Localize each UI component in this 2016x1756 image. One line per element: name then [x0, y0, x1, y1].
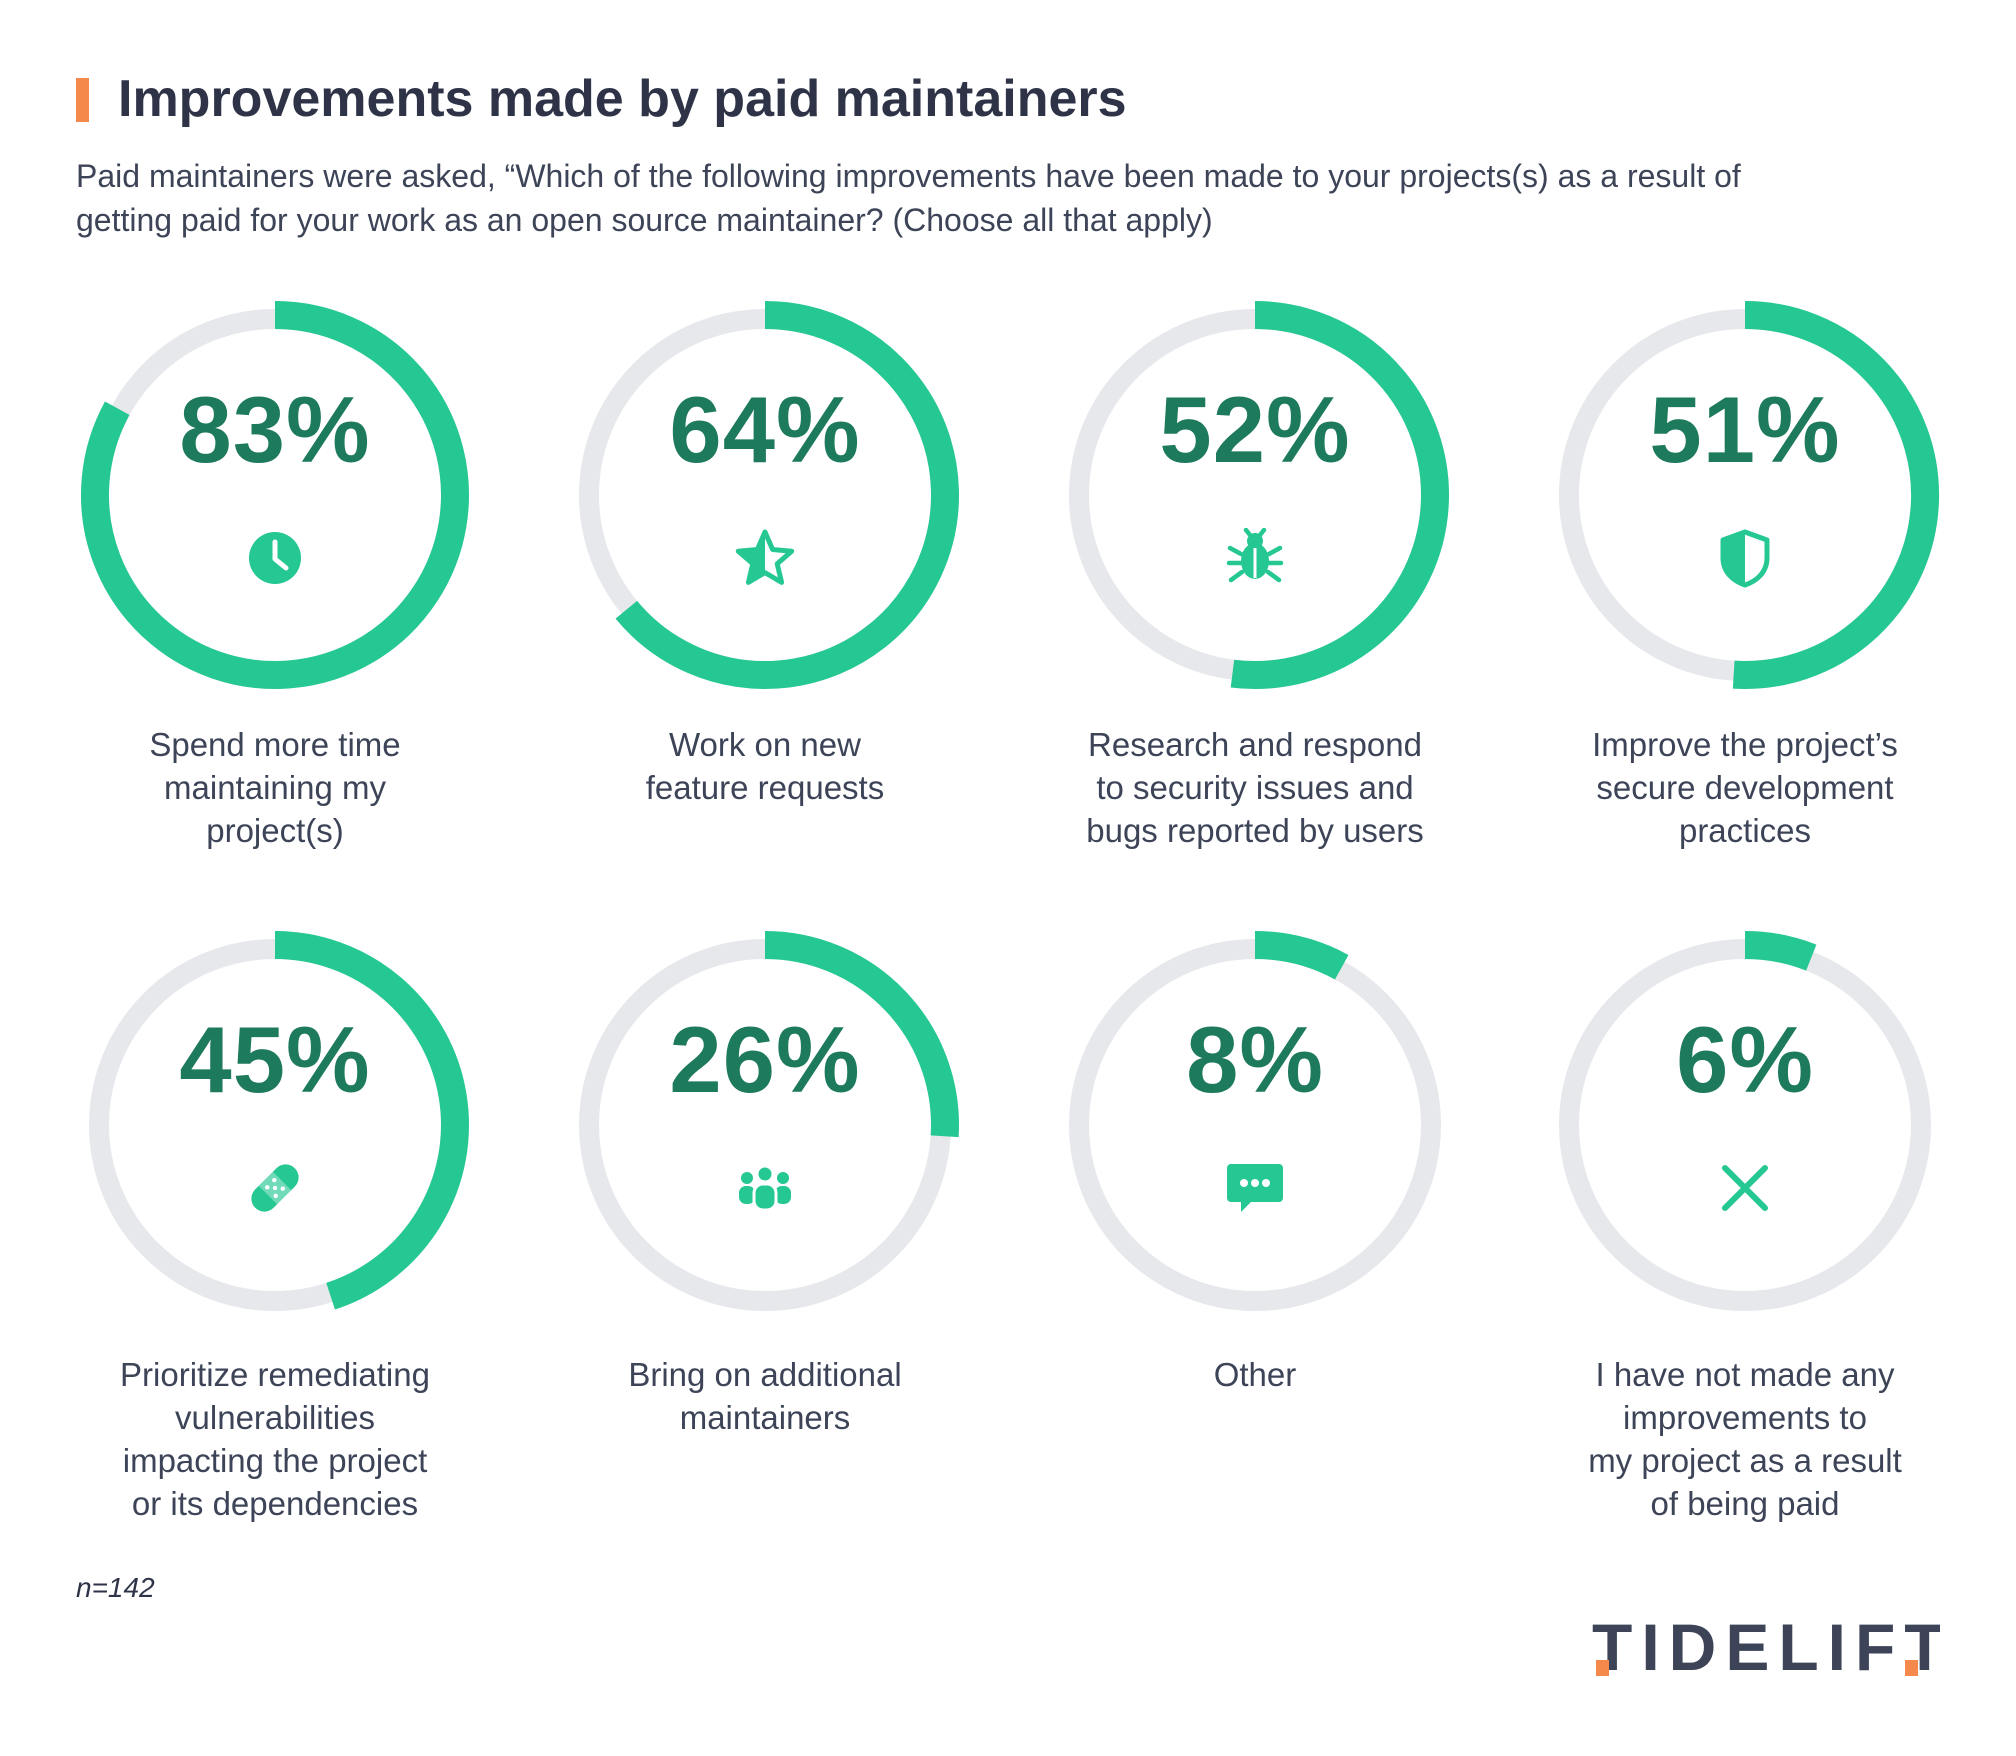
ring-progress-arc — [1230, 301, 1449, 689]
progress-ring — [81, 301, 469, 689]
ring-track — [1069, 939, 1441, 1311]
progress-ring — [579, 931, 959, 1311]
x-icon — [1722, 1165, 1768, 1211]
page-subtitle: Paid maintainers were asked, “Which of t… — [76, 158, 1741, 238]
percentage-value: 45% — [179, 1007, 371, 1112]
stat-label: I have not made any improvements to my p… — [1588, 1356, 1902, 1522]
stat-label: Improve the project’s secure development… — [1592, 726, 1898, 849]
ring-progress-arc — [615, 301, 959, 689]
team-icon — [739, 1164, 791, 1212]
progress-ring — [579, 301, 959, 689]
chat-icon — [1227, 1164, 1283, 1212]
stat-label: Spend more time maintaining my project(s… — [149, 726, 401, 849]
progress-ring — [1069, 301, 1449, 689]
percentage-value: 26% — [669, 1007, 861, 1112]
logo-accent-right — [1905, 1660, 1918, 1676]
progress-ring — [1559, 931, 1931, 1311]
percentage-value: 83% — [179, 377, 371, 482]
title-accent-bar — [76, 78, 89, 122]
bandage-icon — [251, 1164, 299, 1212]
bug-icon — [1226, 528, 1284, 583]
percentage-value: 52% — [1159, 377, 1351, 482]
progress-ring — [89, 931, 469, 1311]
page-title: Improvements made by paid maintainers — [118, 70, 1127, 128]
stat-label: Other — [1213, 1356, 1297, 1393]
stat-label: Bring on additional maintainers — [628, 1356, 902, 1436]
stat-label: Research and respond to security issues … — [1086, 726, 1424, 849]
percentage-value: 51% — [1649, 377, 1841, 482]
ring-progress-arc — [764, 931, 959, 1138]
ring-progress-arc — [1744, 931, 1817, 971]
shield-icon — [1720, 529, 1770, 588]
ring-progress-arc — [274, 931, 469, 1310]
percentage-value: 64% — [669, 377, 861, 482]
star-icon — [735, 529, 795, 585]
logo-accent-left — [1596, 1660, 1609, 1676]
ring-progress-arc — [1732, 301, 1939, 689]
progress-ring — [1559, 301, 1939, 689]
progress-ring — [1069, 931, 1441, 1311]
ring-progress-arc — [81, 301, 469, 689]
ring-progress-arc — [1254, 931, 1349, 980]
sample-size-note: n=142 — [76, 1572, 155, 1603]
percentage-value: 6% — [1676, 1007, 1814, 1112]
clock-icon — [249, 532, 301, 584]
tidelift-logo-text: TIDELIFT — [1592, 1610, 1940, 1678]
stat-label: Prioritize remediating vulnerabilities i… — [120, 1356, 430, 1522]
tidelift-logo: TIDELIFT — [1592, 1610, 1940, 1678]
percentage-value: 8% — [1186, 1007, 1324, 1112]
stat-label: Work on new feature requests — [645, 726, 885, 806]
ring-track — [1559, 939, 1931, 1311]
